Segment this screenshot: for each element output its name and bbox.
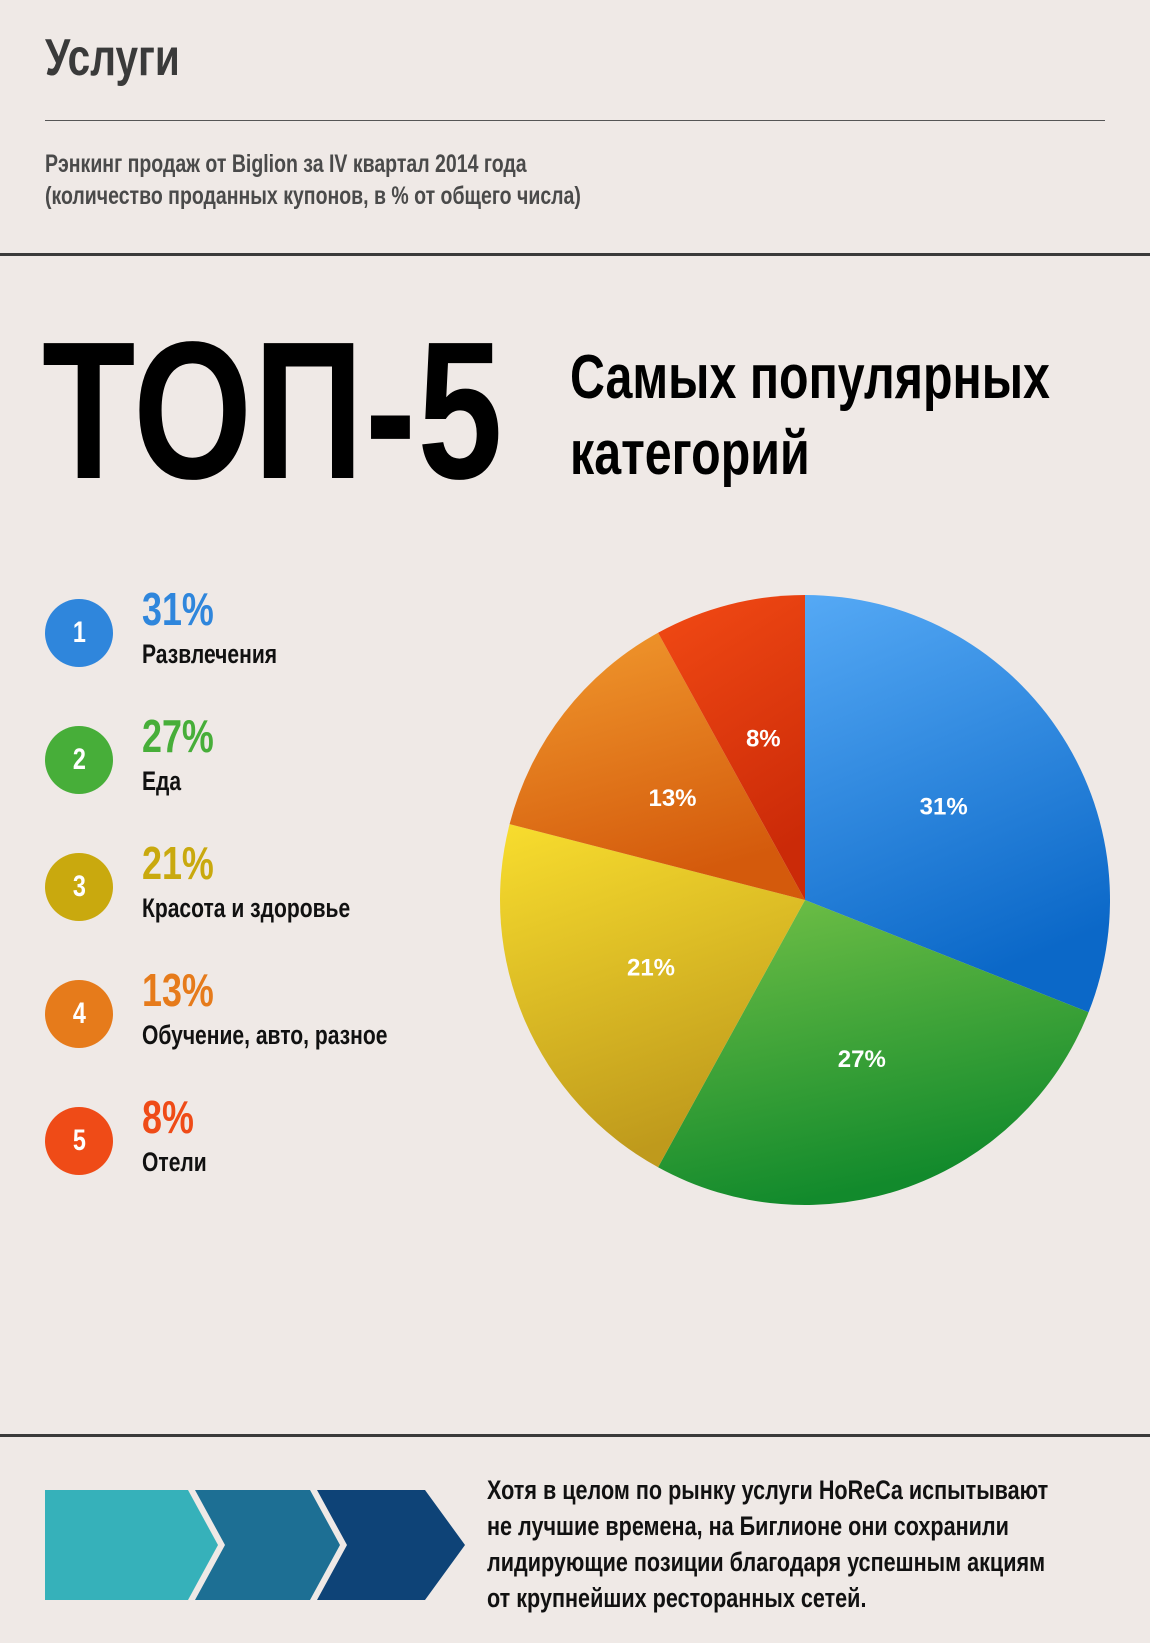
legend-label: Развлечения: [142, 639, 278, 669]
divider-bottom: [0, 1434, 1150, 1437]
legend-percent: 31%: [142, 583, 214, 635]
rank-badge: 1: [45, 599, 113, 667]
pie-data-label: 13%: [648, 785, 696, 812]
footer-line: не лучшие времена, на Биглионе они сохра…: [487, 1511, 1009, 1541]
categories-heading-line-1: Самых популярных: [570, 343, 1050, 412]
pie-data-label: 27%: [838, 1046, 886, 1073]
rank-badge: 2: [45, 726, 113, 794]
arrow-shape: [45, 1490, 218, 1600]
divider-top: [0, 253, 1150, 256]
pie-slice: [499, 824, 805, 1168]
top5-heading: ТОП-5: [42, 301, 505, 520]
page-title: Услуги: [45, 29, 180, 87]
rank-badge: 5: [45, 1107, 113, 1175]
pie-data-label: 31%: [920, 794, 968, 821]
divider-thin: [45, 120, 1105, 121]
subtitle-line-2: (количество проданных купонов, в % от об…: [45, 182, 581, 210]
legend-label: Красота и здоровье: [142, 893, 351, 923]
pie-slice: [658, 900, 1089, 1205]
subtitle: Рэнкинг продаж от Biglion за IV квартал …: [45, 148, 732, 212]
arrow-shape: [317, 1490, 465, 1600]
categories-heading: Самых популярных категорий: [570, 340, 1150, 492]
arrows-graphic: [45, 1490, 465, 1600]
legend-percent: 21%: [142, 837, 214, 889]
arrow-shape: [195, 1490, 340, 1600]
legend-label: Обучение, авто, разное: [142, 1020, 388, 1050]
footer-line: лидирующие позиции благодаря успешным ак…: [487, 1547, 1046, 1577]
pie-slice: [658, 595, 805, 900]
footer-line: от крупнейших ресторанных сетей.: [487, 1583, 867, 1613]
rank-badge: 4: [45, 980, 113, 1048]
pie-data-label: 8%: [746, 726, 781, 753]
pie-chart: 31% 27% 21% 13% 8%: [499, 595, 1110, 1205]
categories-heading-line-2: категорий: [570, 419, 810, 488]
footer-line: Хотя в целом по рынку услуги HoReCa испы…: [487, 1475, 1049, 1505]
legend-percent: 27%: [142, 710, 214, 762]
legend-percent: 8%: [142, 1091, 194, 1143]
pie-slice: [805, 595, 1110, 1013]
legend-percent: 13%: [142, 964, 214, 1016]
footer-note: Хотя в целом по рынку услуги HoReCa испы…: [487, 1472, 1150, 1616]
legend-label: Еда: [142, 766, 182, 796]
subtitle-line-1: Рэнкинг продаж от Biglion за IV квартал …: [45, 150, 527, 178]
rank-badge: 3: [45, 853, 113, 921]
legend-label: Отели: [142, 1147, 207, 1177]
pie-slice: [509, 632, 805, 900]
pie-data-label: 21%: [627, 955, 675, 982]
